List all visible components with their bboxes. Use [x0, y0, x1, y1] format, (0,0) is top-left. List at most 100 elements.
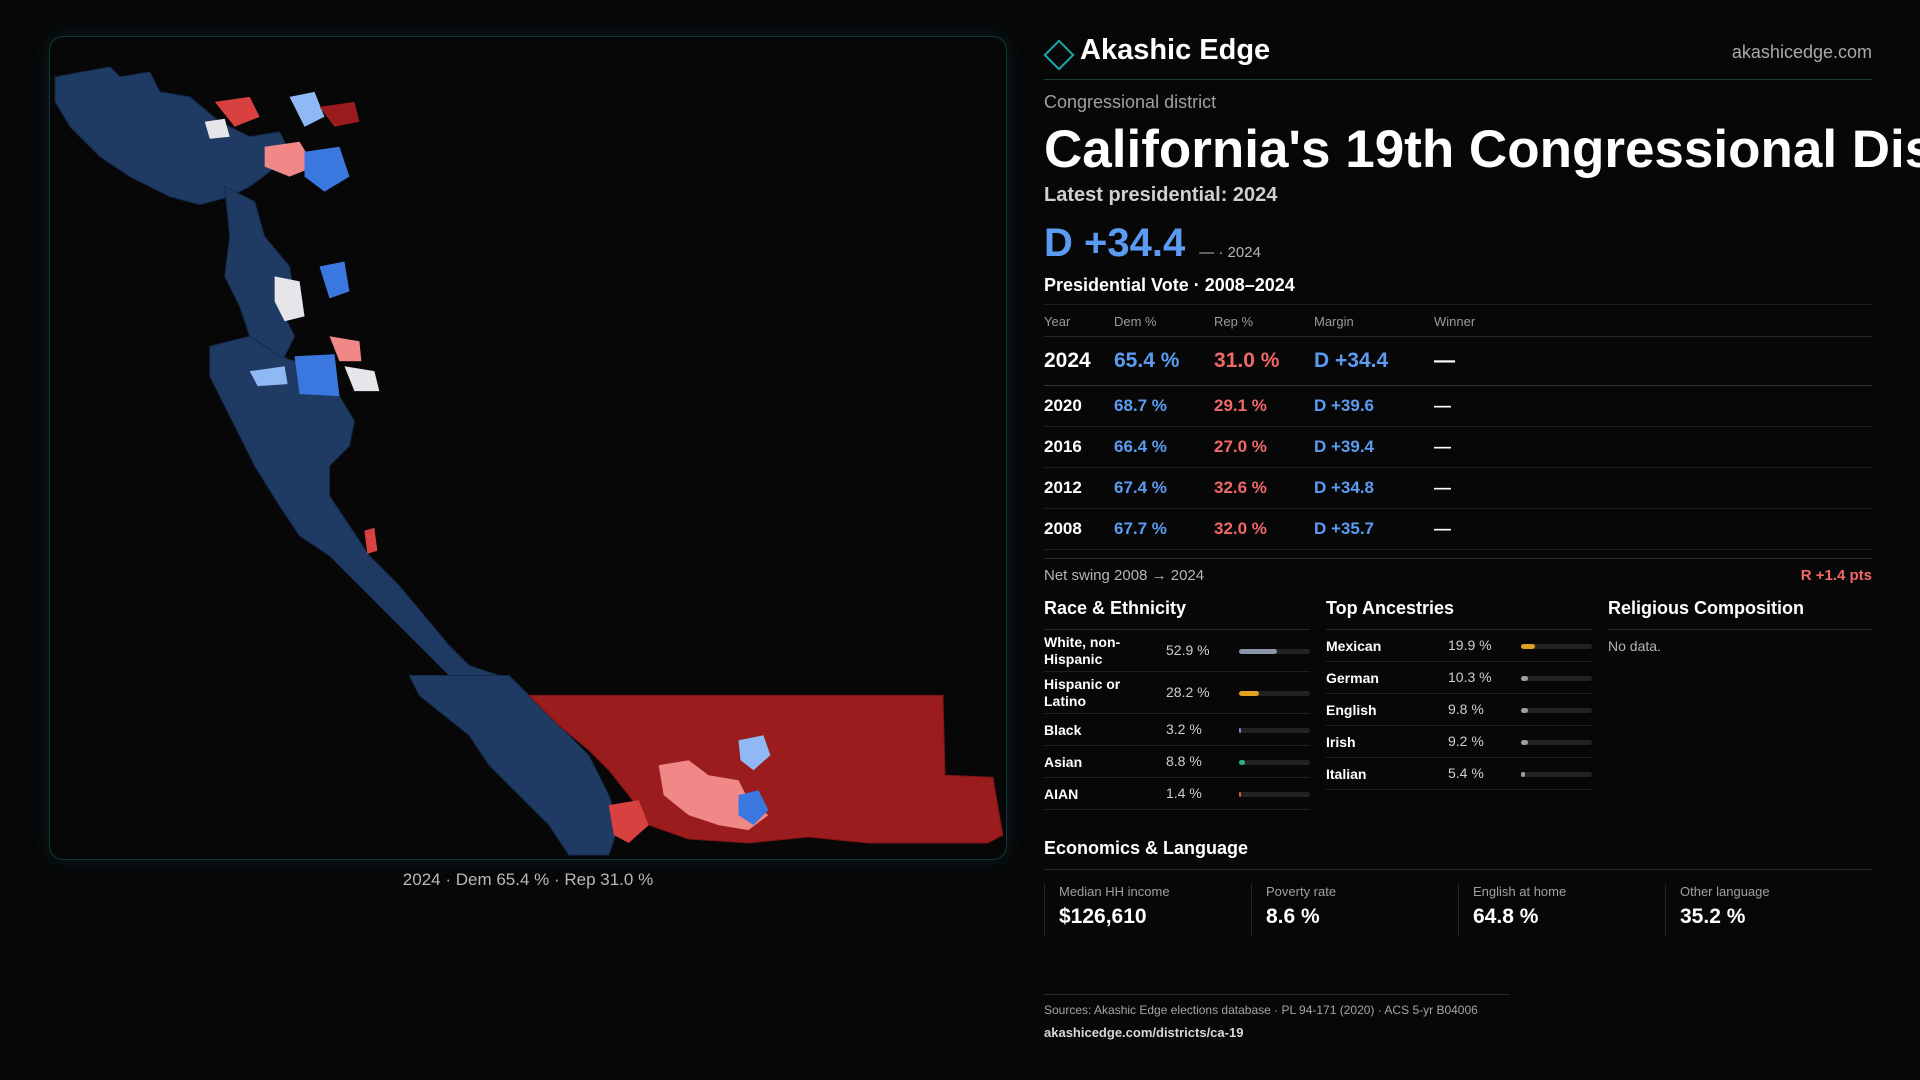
- list-item: Mexican 19.9 %: [1326, 630, 1592, 662]
- bar-track: [1521, 708, 1592, 713]
- district-map[interactable]: [49, 36, 1007, 860]
- headline-sub: — · 2024: [1199, 244, 1261, 261]
- bar-fill: [1239, 649, 1277, 654]
- list-item-value: 8.8 %: [1166, 753, 1202, 769]
- bar-track: [1239, 792, 1310, 797]
- religion-title: Religious Composition: [1608, 598, 1872, 630]
- cell-year: 2024: [1044, 336, 1114, 386]
- list-item-value: 9.2 %: [1448, 733, 1484, 749]
- list-item-value: 10.3 %: [1448, 669, 1492, 685]
- econ-value: 64.8 %: [1473, 905, 1539, 928]
- map-region-coast-rep: [364, 527, 378, 554]
- map-region-bay-2: [264, 141, 315, 177]
- map-caption: 2024 · Dem 65.4 % · Rep 31.0 %: [402, 870, 654, 889]
- vote-table-title: Presidential Vote · 2008–2024: [1044, 275, 1872, 305]
- map-region-dem-pocket: [738, 790, 769, 826]
- econ-label: Poverty rate: [1266, 884, 1337, 899]
- list-item-value: 28.2 %: [1166, 684, 1210, 700]
- cell-winner: —: [1434, 467, 1872, 509]
- list-item-label: AIAN: [1044, 786, 1079, 802]
- map-region-bay-10: [329, 336, 362, 362]
- brand-name[interactable]: Akashic Edge: [1080, 34, 1271, 66]
- list-item-label: Mexican: [1326, 638, 1382, 654]
- list-item: Black 3.2 %: [1044, 714, 1310, 746]
- list-item-value: 5.4 %: [1448, 765, 1484, 781]
- map-region-bay-5: [204, 118, 230, 139]
- cell-dem: 66.4 %: [1114, 426, 1214, 468]
- list-item: White, non-Hispanic 52.9 %: [1044, 630, 1310, 672]
- economics-title: Economics & Language: [1044, 838, 1872, 870]
- list-item-label: Irish: [1326, 734, 1356, 750]
- bar-track: [1521, 740, 1592, 745]
- list-item-value: 9.8 %: [1448, 701, 1484, 717]
- bar-fill: [1521, 676, 1529, 681]
- bar-track: [1239, 760, 1310, 765]
- cell-dem: 67.7 %: [1114, 508, 1214, 550]
- econ-value: $126,610: [1059, 905, 1147, 928]
- vote-table-header: Year Dem % Rep % Margin Winner: [1044, 305, 1872, 337]
- list-item-value: 52.9 %: [1166, 642, 1210, 658]
- cell-margin: D +34.4: [1314, 336, 1434, 386]
- list-item-label: Hispanic or Latino: [1044, 676, 1121, 709]
- sources: Sources: Akashic Edge elections database…: [1044, 994, 1510, 1040]
- kicker: Congressional district: [1044, 92, 1217, 112]
- map-region-bay-7: [274, 276, 305, 322]
- header-year: Year: [1044, 305, 1114, 337]
- headline-margin: D +34.4: [1044, 221, 1186, 265]
- list-item: English 9.8 %: [1326, 694, 1592, 726]
- map-region-north: [54, 66, 291, 206]
- map-region-bay-12: [249, 366, 288, 387]
- map-region-bay-11: [344, 366, 380, 392]
- religion-section: Religious Composition No data.: [1608, 598, 1872, 654]
- list-item: Asian 8.8 %: [1044, 746, 1310, 778]
- econ-label: Median HH income: [1059, 884, 1170, 899]
- bar-fill: [1239, 691, 1260, 696]
- district-panel: Akashic Edge akashicedge.com Congression…: [1043, 30, 1920, 1040]
- cell-rep: 27.0 %: [1214, 426, 1314, 468]
- bar-track: [1239, 691, 1310, 696]
- table-row: 2016 66.4 % 27.0 % D +39.4 —: [1044, 426, 1872, 468]
- religion-empty: No data.: [1608, 638, 1661, 654]
- map-region-bay-3: [304, 146, 350, 192]
- list-item: Italian 5.4 %: [1326, 758, 1592, 790]
- bar-fill: [1521, 772, 1525, 777]
- sources-url[interactable]: akashicedge.com/districts/ca-19: [1044, 1025, 1244, 1040]
- bar-fill: [1239, 728, 1242, 733]
- table-row: 2024 65.4 % 31.0 % D +34.4 —: [1044, 336, 1872, 386]
- bar-track: [1239, 728, 1310, 733]
- ancestry-list: Mexican 19.9 % German 10.3 % English 9.8 % Iri…: [1326, 630, 1592, 790]
- brand-url[interactable]: akashicedge.com: [1731, 42, 1872, 62]
- race-list: White, non-Hispanic 52.9 % Hispanic or Lat…: [1044, 630, 1310, 810]
- race-ethnicity-section: Race & Ethnicity White, non-Hispanic 52.9…: [1044, 598, 1310, 810]
- map-region-rep-light-2: [608, 800, 649, 844]
- header-dem: Dem %: [1114, 305, 1214, 337]
- cell-dem: 68.7 %: [1114, 385, 1214, 427]
- vote-table: Year Dem % Rep % Margin Winner 2024 65.4…: [1044, 305, 1872, 550]
- cell-margin: D +34.8: [1314, 467, 1434, 509]
- econ-cell-income: Median HH income $126,610: [1044, 884, 1251, 936]
- net-swing-value: R +1.4 pts: [1800, 567, 1872, 584]
- cell-winner: —: [1434, 336, 1872, 386]
- cell-rep: 32.0 %: [1214, 508, 1314, 550]
- header-margin: Margin: [1314, 305, 1434, 337]
- map-region-bay-9: [294, 354, 340, 397]
- cell-year: 2020: [1044, 385, 1114, 427]
- bar-track: [1521, 676, 1592, 681]
- list-item-label: Italian: [1326, 766, 1367, 782]
- map-region-bay-1: [214, 96, 260, 127]
- map-region-dem-pocket-2: [738, 735, 771, 771]
- bar-fill: [1239, 760, 1246, 765]
- list-item: Hispanic or Latino 28.2 %: [1044, 672, 1310, 714]
- cell-rep: 31.0 %: [1214, 336, 1314, 386]
- latest-label: Latest presidential: 2024: [1044, 184, 1278, 206]
- headline: D +34.4 — · 2024: [1044, 215, 1872, 265]
- header-winner: Winner: [1434, 305, 1872, 337]
- econ-cell-english: English at home 64.8 %: [1458, 884, 1665, 936]
- list-item-value: 19.9 %: [1448, 637, 1492, 653]
- cell-year: 2016: [1044, 426, 1114, 468]
- econ-cell-poverty: Poverty rate 8.6 %: [1251, 884, 1458, 936]
- district-map-svg: [54, 66, 1004, 856]
- page-title: California's 19th Congressional District: [1044, 120, 1920, 179]
- list-item-label: Black: [1044, 722, 1082, 738]
- cell-margin: D +39.6: [1314, 385, 1434, 427]
